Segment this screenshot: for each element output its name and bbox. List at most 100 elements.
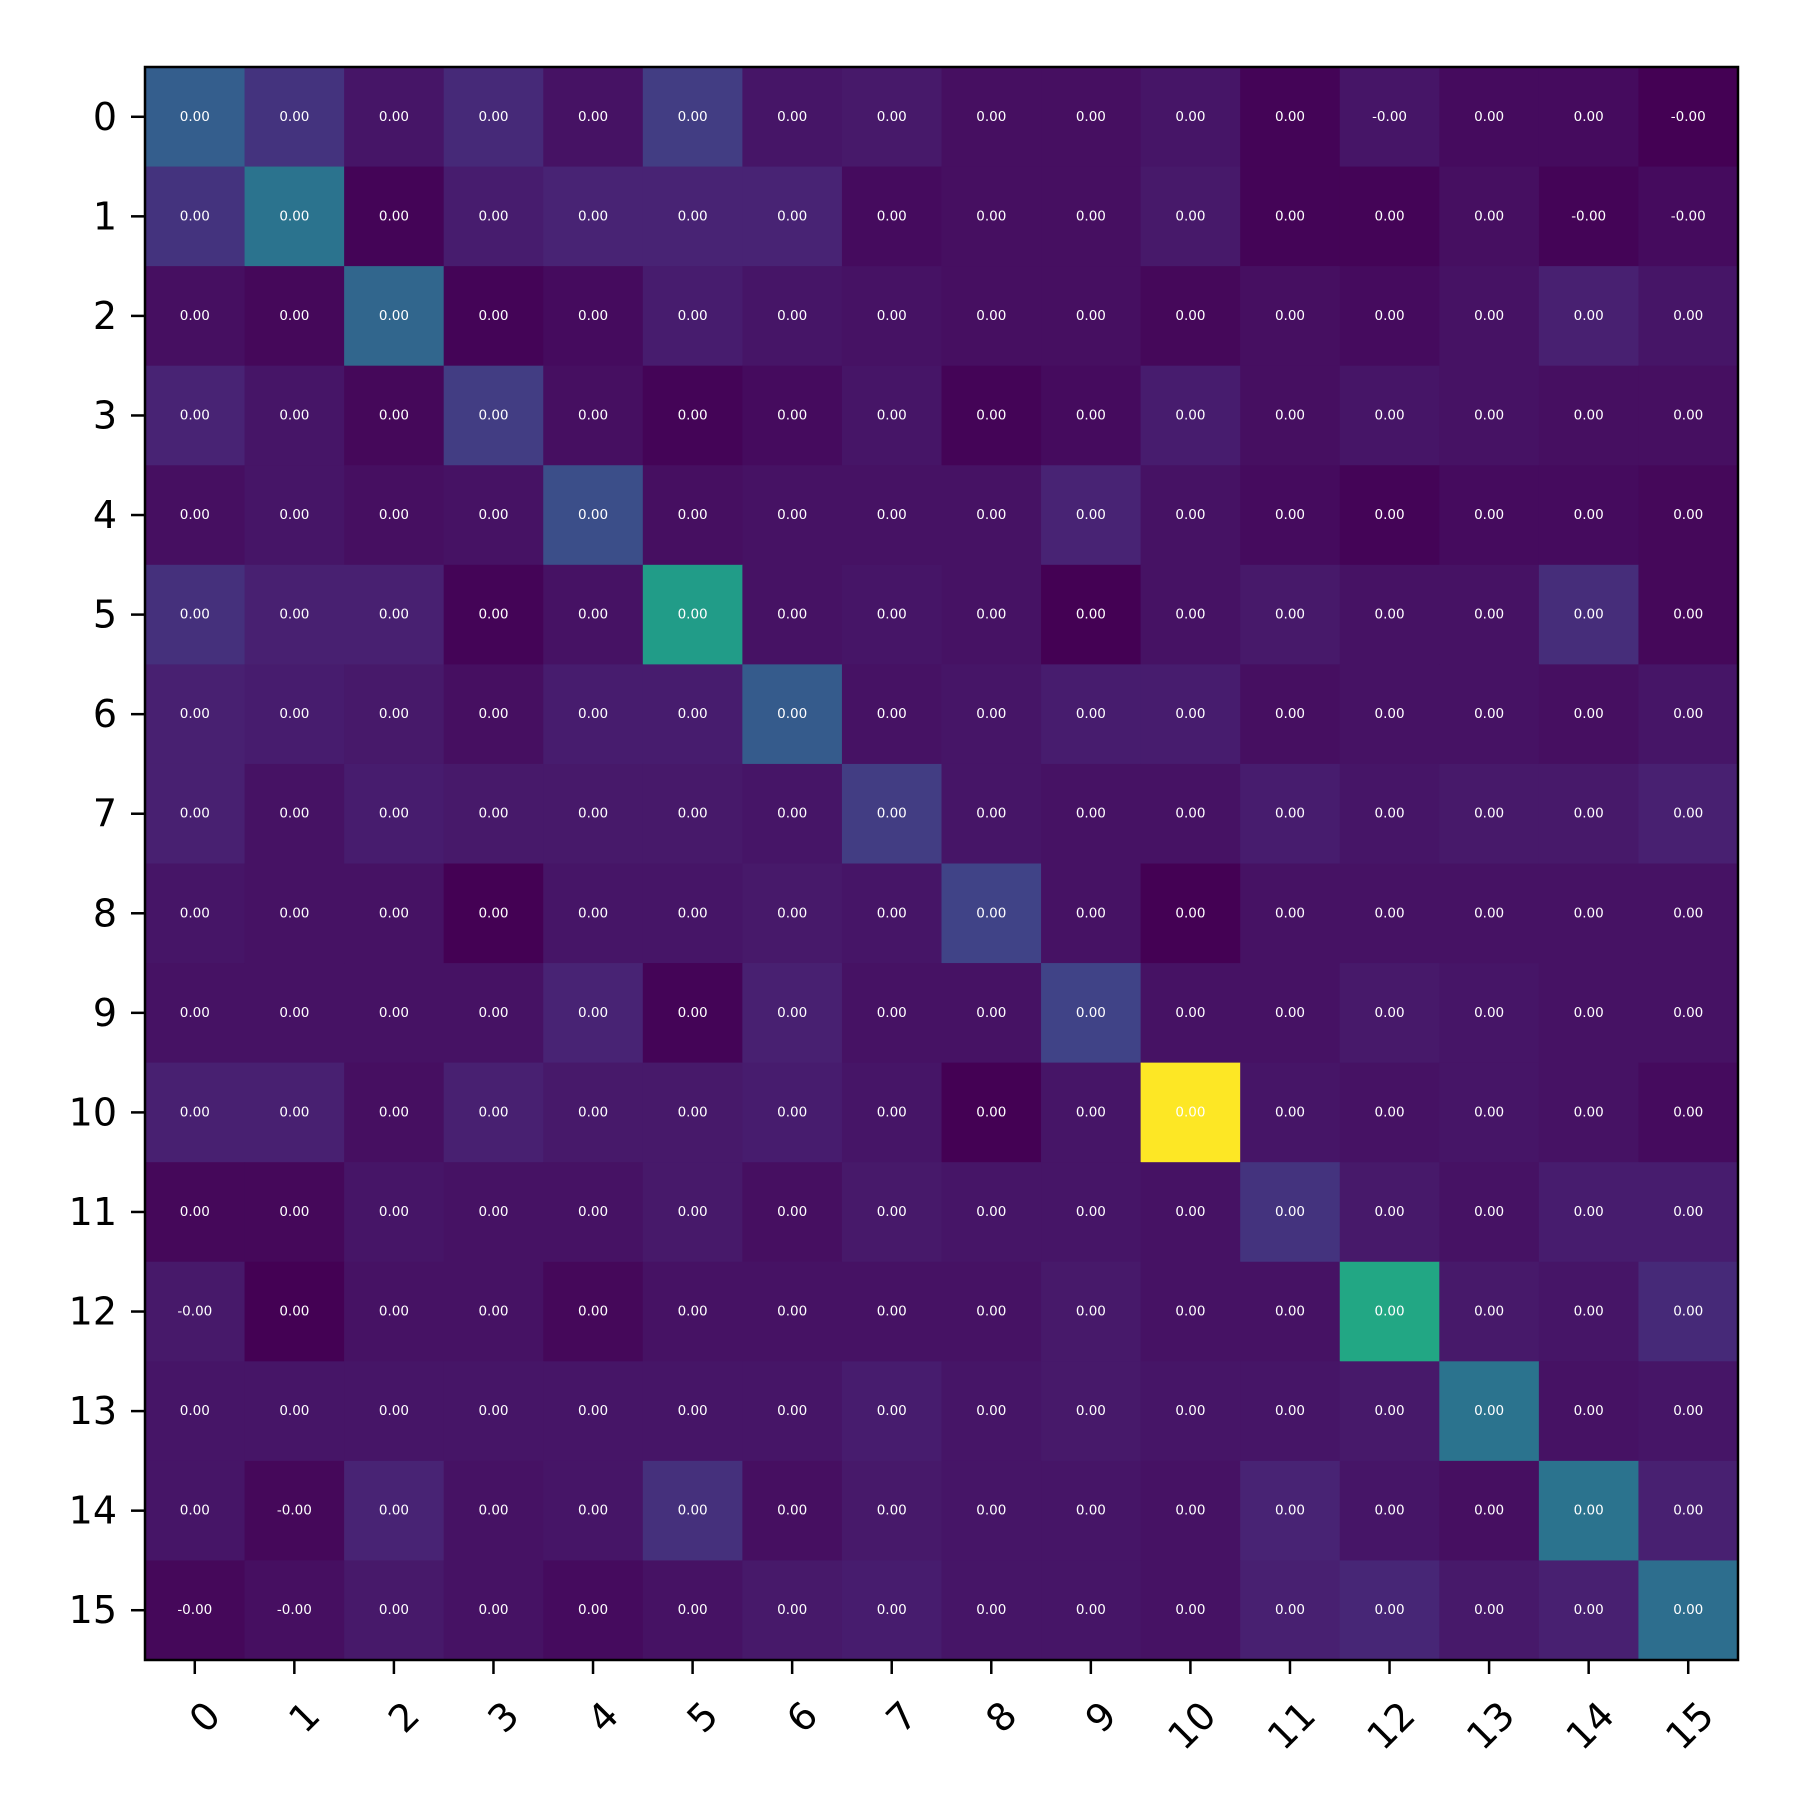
cell-value-label: 0.00: [578, 208, 608, 224]
cell-value-label: 0.00: [1375, 208, 1405, 224]
cell-value-label: 0.00: [877, 1403, 907, 1419]
y-tick-label: 2: [93, 294, 117, 338]
heatmap-cell-15-4: [543, 1560, 644, 1661]
y-tick-label: 1: [93, 194, 117, 238]
heatmap-cell-15-5: [642, 1560, 743, 1661]
cell-value-label: 0.00: [1375, 507, 1405, 523]
cell-value-label: 0.00: [1673, 1602, 1703, 1618]
cell-value-label: 0.00: [1474, 806, 1504, 822]
heatmap-cell-2-13: [1439, 266, 1540, 367]
heatmap-cell-4-14: [1538, 465, 1639, 566]
cell-value-label: 0.00: [1673, 308, 1703, 324]
cell-value-label: 0.00: [379, 1503, 409, 1519]
cell-value-label: 0.00: [180, 109, 210, 125]
heatmap-cell-0-3: [443, 67, 544, 168]
heatmap-cell-15-0: [145, 1560, 246, 1661]
heatmap-cell-15-13: [1439, 1560, 1540, 1661]
heatmap-cell-11-11: [1240, 1162, 1341, 1263]
x-tick-label: 13: [1458, 1693, 1523, 1758]
heatmap-cell-6-2: [344, 664, 445, 765]
heatmap-cell-15-15: [1638, 1560, 1739, 1661]
cell-value-label: 0.00: [578, 607, 608, 623]
y-tick-label: 7: [93, 792, 117, 836]
x-tick-label: 2: [380, 1693, 428, 1741]
cell-value-label: 0.00: [1275, 905, 1305, 921]
heatmap-cell-3-7: [841, 365, 942, 466]
cell-value-label: 0.00: [1175, 308, 1205, 324]
heatmap-cell-0-14: [1538, 67, 1639, 168]
heatmap-cell-6-9: [1041, 664, 1142, 765]
y-tick-label: 14: [69, 1489, 117, 1533]
heatmap-cell-15-7: [841, 1560, 942, 1661]
heatmap-cell-8-11: [1240, 863, 1341, 964]
heatmap-cell-2-5: [642, 266, 743, 367]
heatmap-cell-6-11: [1240, 664, 1341, 765]
cell-value-label: 0.00: [1574, 1104, 1604, 1120]
heatmap-cell-10-4: [543, 1062, 644, 1163]
cell-value-label: 0.00: [279, 1403, 309, 1419]
cell-value-label: -0.00: [1671, 109, 1706, 125]
cell-value-label: 0.00: [678, 308, 708, 324]
heatmap-cell-11-13: [1439, 1162, 1540, 1263]
heatmap-cell-14-5: [642, 1460, 743, 1561]
cell-value-label: 0.00: [976, 407, 1006, 423]
cell-value-label: 0.00: [1474, 905, 1504, 921]
heatmap-cell-11-7: [841, 1162, 942, 1263]
heatmap-cell-4-5: [642, 465, 743, 566]
heatmap-cell-2-1: [244, 266, 345, 367]
heatmap-cell-8-13: [1439, 863, 1540, 964]
cell-value-label: 0.00: [478, 308, 508, 324]
heatmap-cell-10-3: [443, 1062, 544, 1163]
heatmap-cell-13-8: [941, 1361, 1042, 1462]
heatmap-cell-11-0: [145, 1162, 246, 1263]
cell-value-label: 0.00: [1275, 407, 1305, 423]
cell-value-label: 0.00: [1275, 1403, 1305, 1419]
heatmap-cell-2-6: [742, 266, 843, 367]
heatmap-cell-9-5: [642, 963, 743, 1064]
cell-value-label: 0.00: [1375, 407, 1405, 423]
cell-value-label: 0.00: [1673, 1304, 1703, 1320]
heatmap-cell-3-11: [1240, 365, 1341, 466]
heatmap-cell-1-11: [1240, 166, 1341, 267]
heatmap-cell-12-6: [742, 1261, 843, 1362]
heatmap-cell-8-2: [344, 863, 445, 964]
heatmap-cell-7-1: [244, 763, 345, 864]
heatmap-cell-0-1: [244, 67, 345, 168]
cell-value-label: 0.00: [678, 1403, 708, 1419]
cell-value-label: 0.00: [578, 1602, 608, 1618]
cell-value-label: 0.00: [1076, 607, 1106, 623]
heatmap-cell-11-1: [244, 1162, 345, 1263]
heatmap-cell-12-12: [1339, 1261, 1440, 1362]
cell-value-label: 0.00: [1574, 1403, 1604, 1419]
heatmap-cell-10-6: [742, 1062, 843, 1163]
heatmap-cell-11-8: [941, 1162, 1042, 1263]
cell-value-label: 0.00: [976, 1503, 1006, 1519]
cell-value-label: 0.00: [976, 1104, 1006, 1120]
cell-value-label: 0.00: [379, 1304, 409, 1320]
cell-value-label: 0.00: [1275, 1602, 1305, 1618]
cell-value-label: 0.00: [379, 706, 409, 722]
cell-value-label: 0.00: [478, 1104, 508, 1120]
heatmap-cell-6-15: [1638, 664, 1739, 765]
heatmap-cell-1-9: [1041, 166, 1142, 267]
heatmap-cell-14-10: [1140, 1460, 1241, 1561]
heatmap-cell-3-10: [1140, 365, 1241, 466]
y-tick-label: 13: [69, 1389, 117, 1433]
cell-value-label: 0.00: [877, 806, 907, 822]
heatmap-cell-12-4: [543, 1261, 644, 1362]
cell-value-label: 0.00: [1474, 1104, 1504, 1120]
cell-value-label: 0.00: [1673, 806, 1703, 822]
cell-value-label: 0.00: [976, 308, 1006, 324]
heatmap-cell-1-1: [244, 166, 345, 267]
heatmap-cell-1-0: [145, 166, 246, 267]
x-tick-label: 9: [1077, 1693, 1125, 1741]
cell-value-label: 0.00: [1076, 1602, 1106, 1618]
cell-value-label: 0.00: [578, 308, 608, 324]
heatmap-cell-9-4: [543, 963, 644, 1064]
cell-value-label: 0.00: [1574, 109, 1604, 125]
heatmap-cell-7-15: [1638, 763, 1739, 864]
cell-value-label: 0.00: [777, 806, 807, 822]
heatmap-cell-5-8: [941, 564, 1042, 665]
cell-value-label: 0.00: [777, 507, 807, 523]
